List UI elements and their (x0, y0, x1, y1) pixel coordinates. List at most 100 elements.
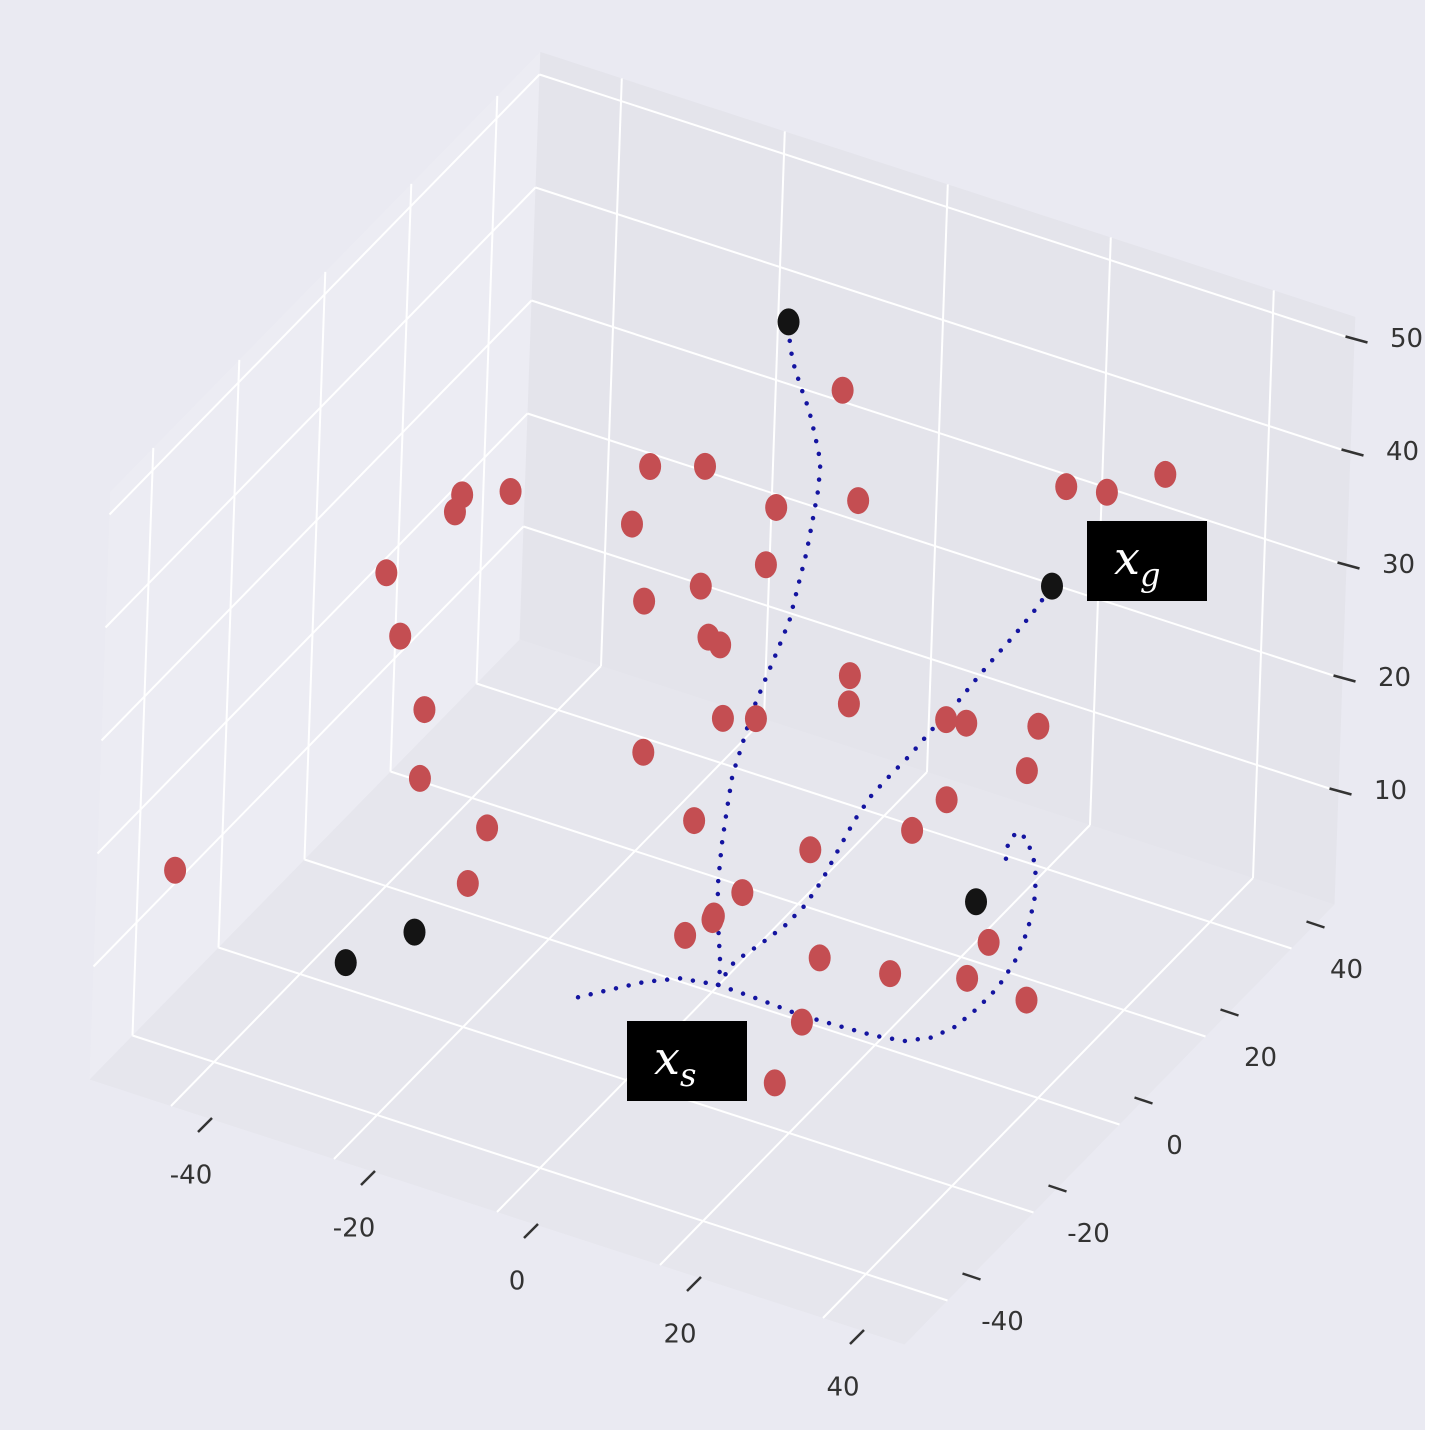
x-tick (849, 1329, 865, 1345)
point (456, 869, 479, 897)
y-tick (1220, 1008, 1239, 1017)
point (956, 964, 979, 992)
point (799, 836, 822, 864)
point (408, 764, 431, 792)
point (694, 452, 717, 480)
grid-line (218, 946, 1034, 1214)
y-tick (1306, 920, 1325, 929)
point (674, 921, 697, 949)
point (701, 906, 724, 934)
z-tick (1341, 448, 1364, 457)
grid-line (1252, 290, 1275, 879)
grid-line (763, 131, 786, 720)
y-tick (1048, 1184, 1067, 1193)
point (1095, 478, 1118, 506)
x-tick (523, 1223, 539, 1239)
point (935, 706, 958, 734)
x-tick-label: -20 (333, 1214, 375, 1244)
grid-line (476, 682, 1292, 950)
point (790, 1008, 813, 1036)
point (808, 944, 831, 972)
y-tick-label: 20 (1244, 1043, 1277, 1073)
point (709, 631, 732, 659)
x-tick (360, 1170, 376, 1186)
point (443, 498, 466, 526)
grid-line (475, 95, 499, 684)
point (389, 622, 412, 650)
point (847, 487, 870, 515)
point (879, 960, 902, 988)
z-tick-label: 50 (1390, 324, 1423, 354)
point (1154, 460, 1177, 488)
point (901, 816, 924, 844)
point (1027, 712, 1050, 740)
point (977, 928, 1000, 956)
trajectory (575, 828, 1038, 1044)
grid-line (523, 525, 1339, 793)
x-tick (197, 1117, 213, 1133)
point (837, 690, 860, 718)
grid-line (304, 858, 1120, 1126)
point (403, 918, 426, 946)
z-tick-label: 30 (1382, 550, 1415, 580)
z-tick (1333, 674, 1356, 683)
z-tick (1337, 561, 1360, 570)
point (965, 888, 988, 916)
point (955, 709, 978, 737)
point (777, 308, 800, 336)
point (334, 949, 357, 977)
grid-line (104, 186, 537, 629)
grid-line (389, 183, 413, 772)
point (632, 738, 655, 766)
grid-line (390, 770, 1206, 1038)
point (711, 704, 734, 732)
point (499, 477, 522, 505)
y-tick-label: 40 (1330, 955, 1363, 985)
grid-line (131, 447, 155, 1036)
point (838, 662, 861, 690)
x-tick-label: -40 (170, 1161, 212, 1191)
point (633, 587, 656, 615)
point (164, 856, 187, 884)
y-tick (1134, 1096, 1153, 1105)
z-tick-label: 10 (1374, 776, 1407, 806)
point (831, 376, 854, 404)
grid-line (217, 359, 241, 948)
grid-line (527, 412, 1343, 680)
point (683, 807, 706, 835)
point (1015, 986, 1038, 1014)
point (620, 510, 643, 538)
grid-line (926, 184, 949, 773)
annotation-main: x (1114, 531, 1140, 585)
annotation-main: x (654, 1031, 680, 1085)
grid-line (100, 299, 533, 742)
x-tick (686, 1276, 702, 1292)
point (413, 696, 436, 724)
point (765, 493, 788, 521)
z-tick-label: 40 (1386, 437, 1419, 467)
grid-line (600, 78, 623, 667)
x-tick-label: 0 (509, 1267, 526, 1297)
point (744, 705, 767, 733)
x-tick-label: 40 (826, 1373, 859, 1403)
annotation: xs (627, 1021, 747, 1101)
z-tick (1345, 335, 1368, 344)
annotation-box (1087, 521, 1207, 601)
point (375, 559, 398, 587)
grid-line (535, 186, 1351, 454)
grid-line (132, 1034, 948, 1302)
x-tick-label: 20 (663, 1320, 696, 1350)
annotation: xg (1087, 521, 1207, 601)
point (935, 786, 958, 814)
y-tick-label: 0 (1166, 1131, 1183, 1161)
point (639, 452, 662, 480)
point (1015, 757, 1038, 785)
point (1040, 572, 1063, 600)
grid-line (531, 299, 1347, 567)
point (731, 879, 754, 907)
y-tick-label: -20 (1067, 1219, 1109, 1249)
trajectory (715, 587, 1053, 988)
grid-line (539, 73, 1355, 341)
z-tick (1329, 787, 1352, 796)
